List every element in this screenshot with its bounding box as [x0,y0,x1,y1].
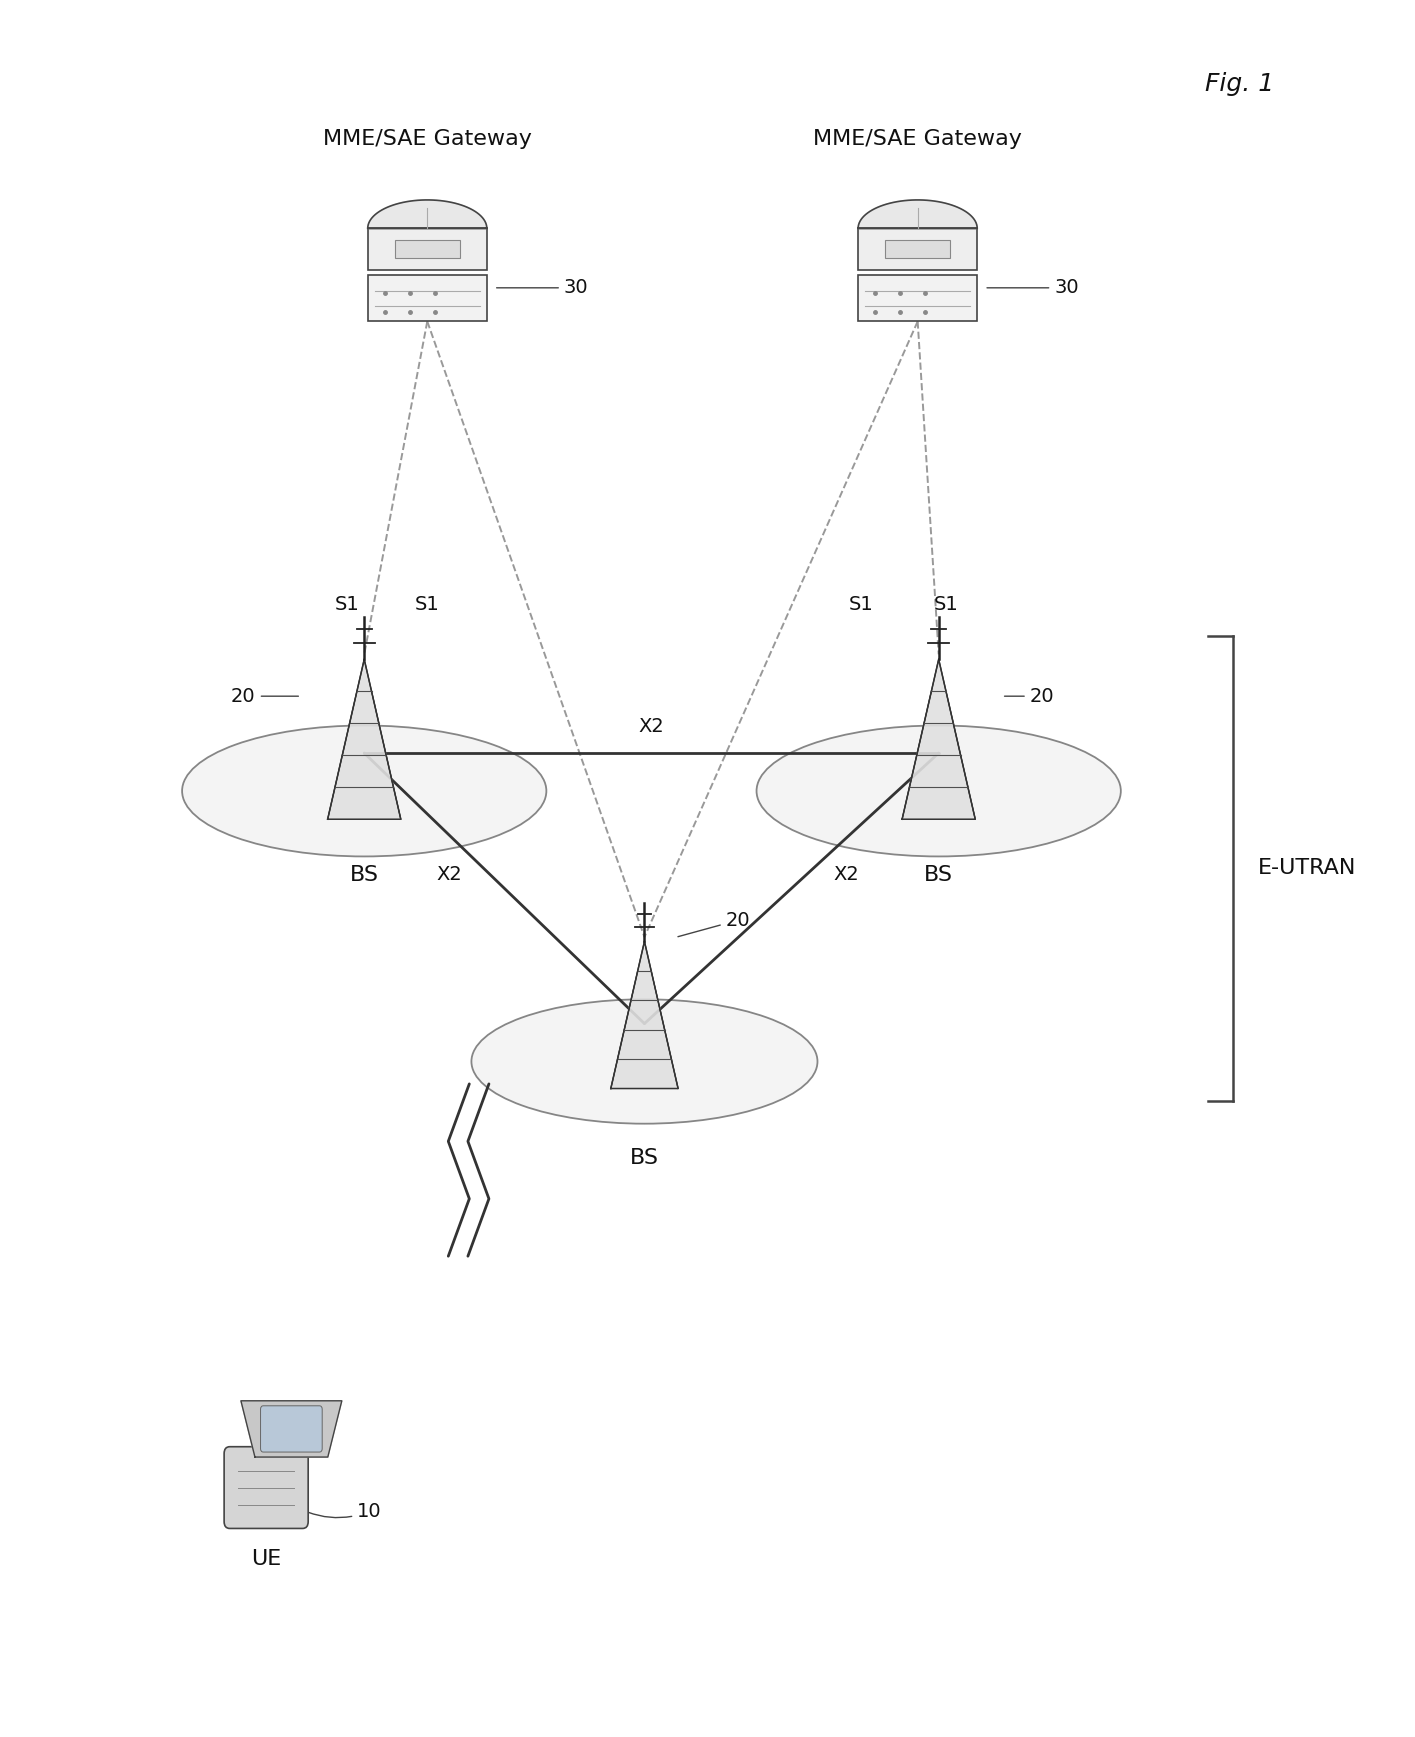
Text: S1: S1 [849,596,874,615]
FancyBboxPatch shape [368,228,487,269]
Text: 20: 20 [231,686,299,705]
Text: 20: 20 [1005,686,1054,705]
FancyBboxPatch shape [857,228,978,269]
Text: MME/SAE Gateway: MME/SAE Gateway [814,129,1022,149]
Text: S1: S1 [934,596,958,615]
Ellipse shape [183,726,546,856]
Text: Fig. 1: Fig. 1 [1206,73,1275,97]
Text: 30: 30 [988,278,1078,297]
Text: BS: BS [924,865,954,886]
Text: S1: S1 [415,596,440,615]
Polygon shape [368,200,487,228]
Text: BS: BS [630,1148,659,1167]
Text: X2: X2 [638,717,664,736]
Ellipse shape [757,726,1121,856]
FancyBboxPatch shape [260,1405,323,1452]
Polygon shape [241,1400,342,1457]
Text: E-UTRAN: E-UTRAN [1258,858,1357,879]
Text: MME/SAE Gateway: MME/SAE Gateway [323,129,532,149]
Text: 20: 20 [678,910,750,936]
Text: 30: 30 [497,278,589,297]
FancyBboxPatch shape [395,240,460,259]
Ellipse shape [471,999,818,1124]
Text: X2: X2 [437,865,463,884]
FancyBboxPatch shape [224,1447,308,1529]
Text: BS: BS [350,865,379,886]
Polygon shape [903,660,975,820]
FancyBboxPatch shape [884,240,951,259]
Text: UE: UE [250,1549,282,1569]
Polygon shape [328,660,400,820]
Text: X2: X2 [833,865,859,884]
Text: 10: 10 [308,1503,382,1520]
Polygon shape [611,941,678,1089]
FancyBboxPatch shape [368,274,487,321]
Polygon shape [857,200,978,228]
FancyBboxPatch shape [857,274,978,321]
Text: S1: S1 [335,596,359,615]
